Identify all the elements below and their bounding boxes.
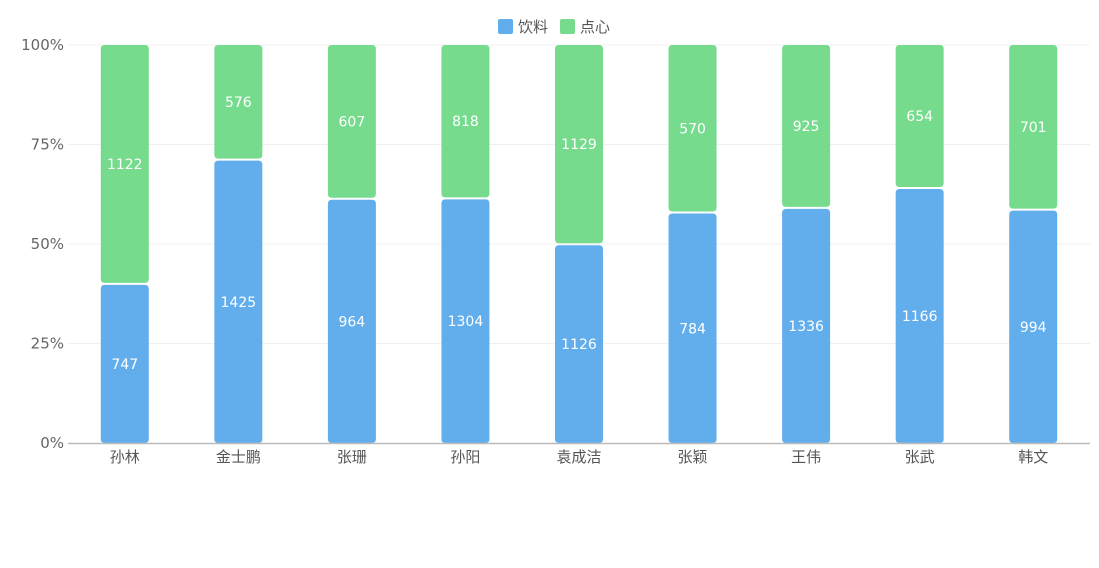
bar-segment-snacks[interactable] [555, 45, 603, 244]
y-tick-label: 25% [31, 335, 64, 353]
bar-segment-snacks[interactable] [214, 45, 263, 159]
bar-value-label: 607 [339, 114, 366, 130]
legend-label: 饮料 [518, 18, 548, 36]
bar-value-label: 1126 [561, 337, 597, 353]
bar-value-label: 964 [339, 314, 366, 330]
x-tick-label: 张珊 [337, 448, 367, 466]
bar-segment-drinks[interactable] [668, 213, 717, 443]
y-tick-label: 0% [40, 434, 64, 452]
bar-value-label: 747 [111, 357, 138, 373]
x-tick-label: 袁成洁 [556, 448, 601, 466]
x-tick-label: 孙阳 [450, 448, 480, 466]
bar-segment-drinks[interactable] [1009, 210, 1058, 443]
chart-bars: 747 1122 1425 576 964 607 1304 818 1126 1129 784 57… [100, 45, 1058, 443]
bar-value-label: 1425 [221, 295, 257, 311]
bar-segment-snacks[interactable] [100, 45, 149, 283]
x-tick-label: 张武 [905, 448, 935, 466]
bar-segment-drinks[interactable] [441, 199, 490, 443]
y-tick-label: 75% [31, 136, 64, 154]
bar-segment-drinks[interactable] [100, 284, 149, 443]
bar-segment-snacks[interactable] [782, 45, 831, 207]
bar-segment-snacks[interactable] [1009, 45, 1058, 209]
y-tick-label: 100% [21, 36, 64, 54]
bar-segment-drinks[interactable] [782, 208, 831, 443]
y-axis: 0% 25% 50% 75% 100% [21, 36, 64, 452]
bar-segment-drinks[interactable] [895, 189, 944, 443]
x-tick-label: 金士鹏 [216, 448, 261, 466]
y-tick-label: 50% [31, 235, 64, 253]
bar-value-label: 994 [1020, 320, 1047, 336]
bar-value-label: 784 [679, 321, 706, 337]
legend-label: 点心 [580, 18, 610, 36]
bar-value-label: 701 [1020, 120, 1047, 136]
bar-segment-drinks[interactable] [214, 160, 263, 443]
bar-segment-drinks[interactable] [327, 199, 376, 443]
x-tick-label: 张颖 [678, 448, 708, 466]
bar-segment-snacks[interactable] [327, 45, 376, 198]
x-tick-label: 韩文 [1018, 448, 1048, 466]
bar-value-label: 1336 [788, 319, 824, 335]
bar-segment-snacks[interactable] [441, 45, 490, 198]
bar-segment-snacks[interactable] [668, 45, 717, 212]
legend-item-snacks[interactable]: 点心 [560, 18, 610, 36]
bar-segment-snacks[interactable] [895, 45, 944, 188]
bar-value-label: 570 [679, 121, 706, 137]
bar-value-label: 654 [906, 109, 933, 125]
legend-item-drinks[interactable]: 饮料 [498, 18, 548, 36]
bar-segment-drinks[interactable] [555, 245, 603, 443]
bar-value-label: 818 [452, 114, 479, 130]
bar-value-label: 1122 [107, 157, 143, 173]
x-tick-label: 孙林 [110, 448, 140, 466]
bar-value-label: 925 [793, 119, 820, 135]
legend-swatch [498, 19, 513, 34]
legend-swatch [560, 19, 575, 34]
x-axis: 孙林 金士鹏 张珊 孙阳 袁成洁 张颖 王伟 张武 韩文 [68, 442, 1090, 466]
bar-value-label: 1166 [902, 309, 938, 325]
bar-value-label: 576 [225, 95, 252, 111]
bar-value-label: 1304 [448, 314, 484, 330]
chart-legend[interactable]: 饮料 点心 [498, 18, 610, 36]
x-tick-label: 王伟 [791, 448, 821, 466]
bar-value-label: 1129 [561, 137, 597, 153]
